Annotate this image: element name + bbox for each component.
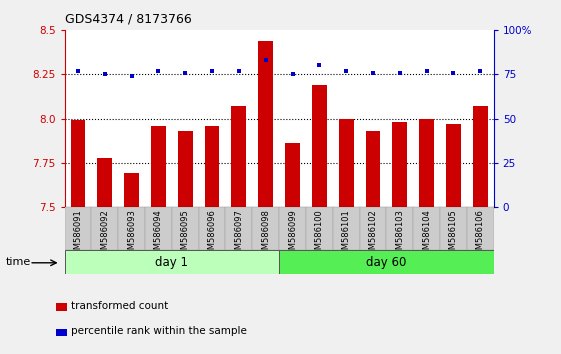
- Text: time: time: [6, 257, 31, 267]
- Text: GSM586093: GSM586093: [127, 209, 136, 260]
- Text: GSM586106: GSM586106: [476, 209, 485, 260]
- Text: GSM586101: GSM586101: [342, 209, 351, 260]
- Point: [127, 73, 136, 79]
- Point: [476, 68, 485, 74]
- Bar: [467, 207, 494, 250]
- Point: [181, 70, 190, 75]
- Bar: [306, 207, 333, 250]
- Bar: [279, 207, 306, 250]
- Bar: [205, 126, 219, 207]
- Text: GSM586094: GSM586094: [154, 209, 163, 260]
- Bar: [413, 207, 440, 250]
- Text: GSM586091: GSM586091: [73, 209, 82, 260]
- Bar: [360, 207, 387, 250]
- Text: GSM586103: GSM586103: [396, 209, 404, 260]
- Point: [315, 63, 324, 68]
- Bar: [232, 106, 246, 207]
- Bar: [258, 41, 273, 207]
- Point: [342, 68, 351, 74]
- Point: [154, 68, 163, 74]
- Bar: [312, 85, 327, 207]
- Point: [208, 68, 217, 74]
- Text: GSM586098: GSM586098: [261, 209, 270, 260]
- Bar: [226, 207, 252, 250]
- Bar: [446, 124, 461, 207]
- Bar: [118, 207, 145, 250]
- Point: [396, 70, 404, 75]
- Bar: [56, 303, 67, 311]
- Text: day 1: day 1: [155, 256, 188, 269]
- Bar: [333, 207, 360, 250]
- Bar: [145, 207, 172, 250]
- Text: GSM586095: GSM586095: [181, 209, 190, 260]
- Bar: [178, 131, 192, 207]
- Point: [422, 68, 431, 74]
- Text: transformed count: transformed count: [71, 301, 169, 311]
- Bar: [91, 207, 118, 250]
- Bar: [285, 143, 300, 207]
- Bar: [172, 207, 199, 250]
- Text: GSM586100: GSM586100: [315, 209, 324, 260]
- Bar: [199, 207, 226, 250]
- Bar: [124, 173, 139, 207]
- Bar: [65, 207, 91, 250]
- Bar: [366, 131, 380, 207]
- Bar: [56, 329, 67, 336]
- Text: GSM586099: GSM586099: [288, 209, 297, 260]
- Bar: [151, 126, 165, 207]
- Bar: [339, 119, 353, 207]
- Point: [261, 57, 270, 63]
- Bar: [65, 250, 279, 274]
- Text: percentile rank within the sample: percentile rank within the sample: [71, 326, 247, 336]
- Point: [288, 72, 297, 77]
- Text: GSM586102: GSM586102: [369, 209, 378, 260]
- Text: GSM586105: GSM586105: [449, 209, 458, 260]
- Text: GSM586092: GSM586092: [100, 209, 109, 260]
- Point: [234, 68, 243, 74]
- Point: [100, 72, 109, 77]
- Bar: [440, 207, 467, 250]
- Point: [73, 68, 82, 74]
- Bar: [419, 119, 434, 207]
- Bar: [393, 122, 407, 207]
- Point: [449, 70, 458, 75]
- Text: GDS4374 / 8173766: GDS4374 / 8173766: [65, 12, 191, 25]
- Point: [369, 70, 378, 75]
- Bar: [279, 250, 494, 274]
- Bar: [473, 106, 488, 207]
- Text: GSM586104: GSM586104: [422, 209, 431, 260]
- Text: day 60: day 60: [366, 256, 407, 269]
- Bar: [71, 120, 85, 207]
- Bar: [98, 158, 112, 207]
- Text: GSM586096: GSM586096: [208, 209, 217, 260]
- Bar: [252, 207, 279, 250]
- Bar: [387, 207, 413, 250]
- Text: GSM586097: GSM586097: [234, 209, 243, 260]
